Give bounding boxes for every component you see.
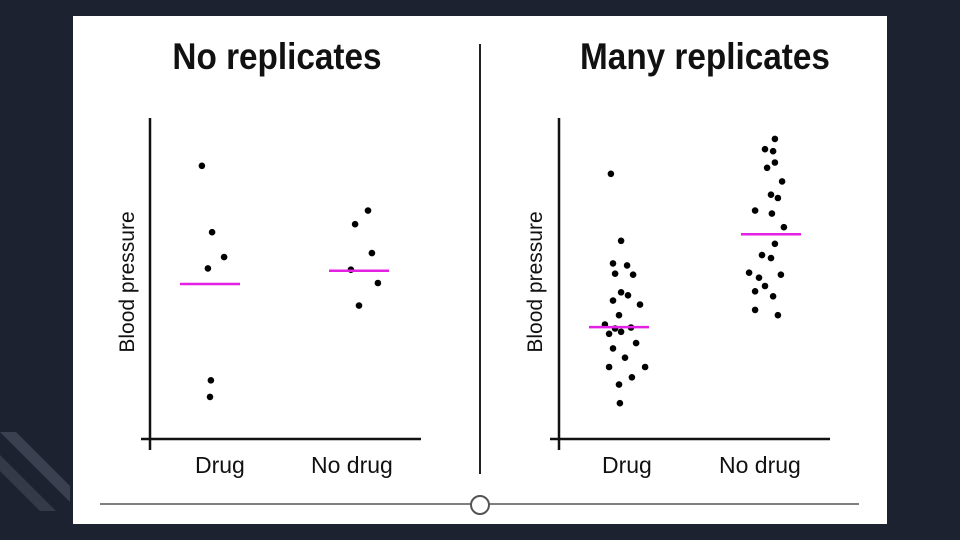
data-point-no-drug [768,210,776,217]
data-point-drug [624,292,632,299]
data-point-drug [208,228,216,236]
data-point-drug [206,393,214,401]
decorative-stripe [0,432,70,511]
slider-thumb[interactable] [470,495,490,515]
data-point-drug [609,345,617,352]
data-point-drug [617,237,625,245]
data-point-no-drug [374,279,382,287]
data-point-no-drug [767,191,775,198]
right-x-label-drug: Drug [602,452,652,478]
data-point-drug [609,297,617,304]
data-point-drug [615,311,623,319]
data-point-no-drug [763,164,771,172]
data-point-no-drug [771,159,779,166]
left-y-axis-label: Blood pressure [116,211,139,353]
plots-canvas [100,118,859,515]
data-point-no-drug [767,254,775,262]
data-point-drug [204,265,212,272]
data-point-drug [615,381,623,388]
slide: No replicates Many replicates Blood pres… [73,16,887,524]
panel-divider [479,44,481,474]
data-point-no-drug [777,271,785,278]
data-point-no-drug [778,178,786,185]
right-x-label-no-drug: No drug [719,452,801,478]
data-point-no-drug [761,282,769,290]
data-point-drug [641,363,649,371]
data-point-no-drug [368,249,376,257]
data-point-drug [607,170,615,178]
data-point-no-drug [780,223,788,231]
title-no-replicates: No replicates [172,36,382,77]
data-point-drug [220,253,228,261]
data-point-no-drug [751,288,759,295]
data-point-no-drug [771,135,779,143]
slider-control[interactable] [100,495,859,515]
data-point-no-drug [755,274,763,282]
data-point-drug [605,330,613,338]
data-point-drug [623,262,631,269]
data-point-no-drug [758,251,766,259]
data-point-no-drug [769,147,777,155]
data-point-no-drug [364,207,372,214]
data-point-no-drug [751,207,759,214]
data-point-no-drug [751,306,759,314]
data-point-drug [611,270,619,277]
left-x-label-drug: Drug [195,452,245,478]
data-point-drug [617,289,625,296]
data-point-drug [636,301,644,308]
data-point-drug [621,354,629,362]
data-point-drug [207,377,215,384]
data-point-drug [609,260,617,267]
title-many-replicates: Many replicates [580,36,830,77]
data-point-no-drug [745,269,753,276]
data-point-drug [616,399,624,407]
data-point-no-drug [351,220,359,228]
data-point-drug [617,328,625,336]
data-point-drug [629,271,637,278]
data-point-no-drug [774,311,782,319]
right-y-axis-label: Blood pressure [524,211,547,353]
data-point-no-drug [769,293,777,300]
data-point-drug [628,374,636,381]
data-point-drug [632,339,640,347]
data-point-no-drug [761,145,769,153]
data-point-no-drug [355,302,363,309]
data-point-drug [198,162,206,170]
data-point-no-drug [774,194,782,202]
data-point-drug [605,363,613,371]
data-point-no-drug [771,240,779,248]
left-x-label-no-drug: No drug [311,452,393,478]
